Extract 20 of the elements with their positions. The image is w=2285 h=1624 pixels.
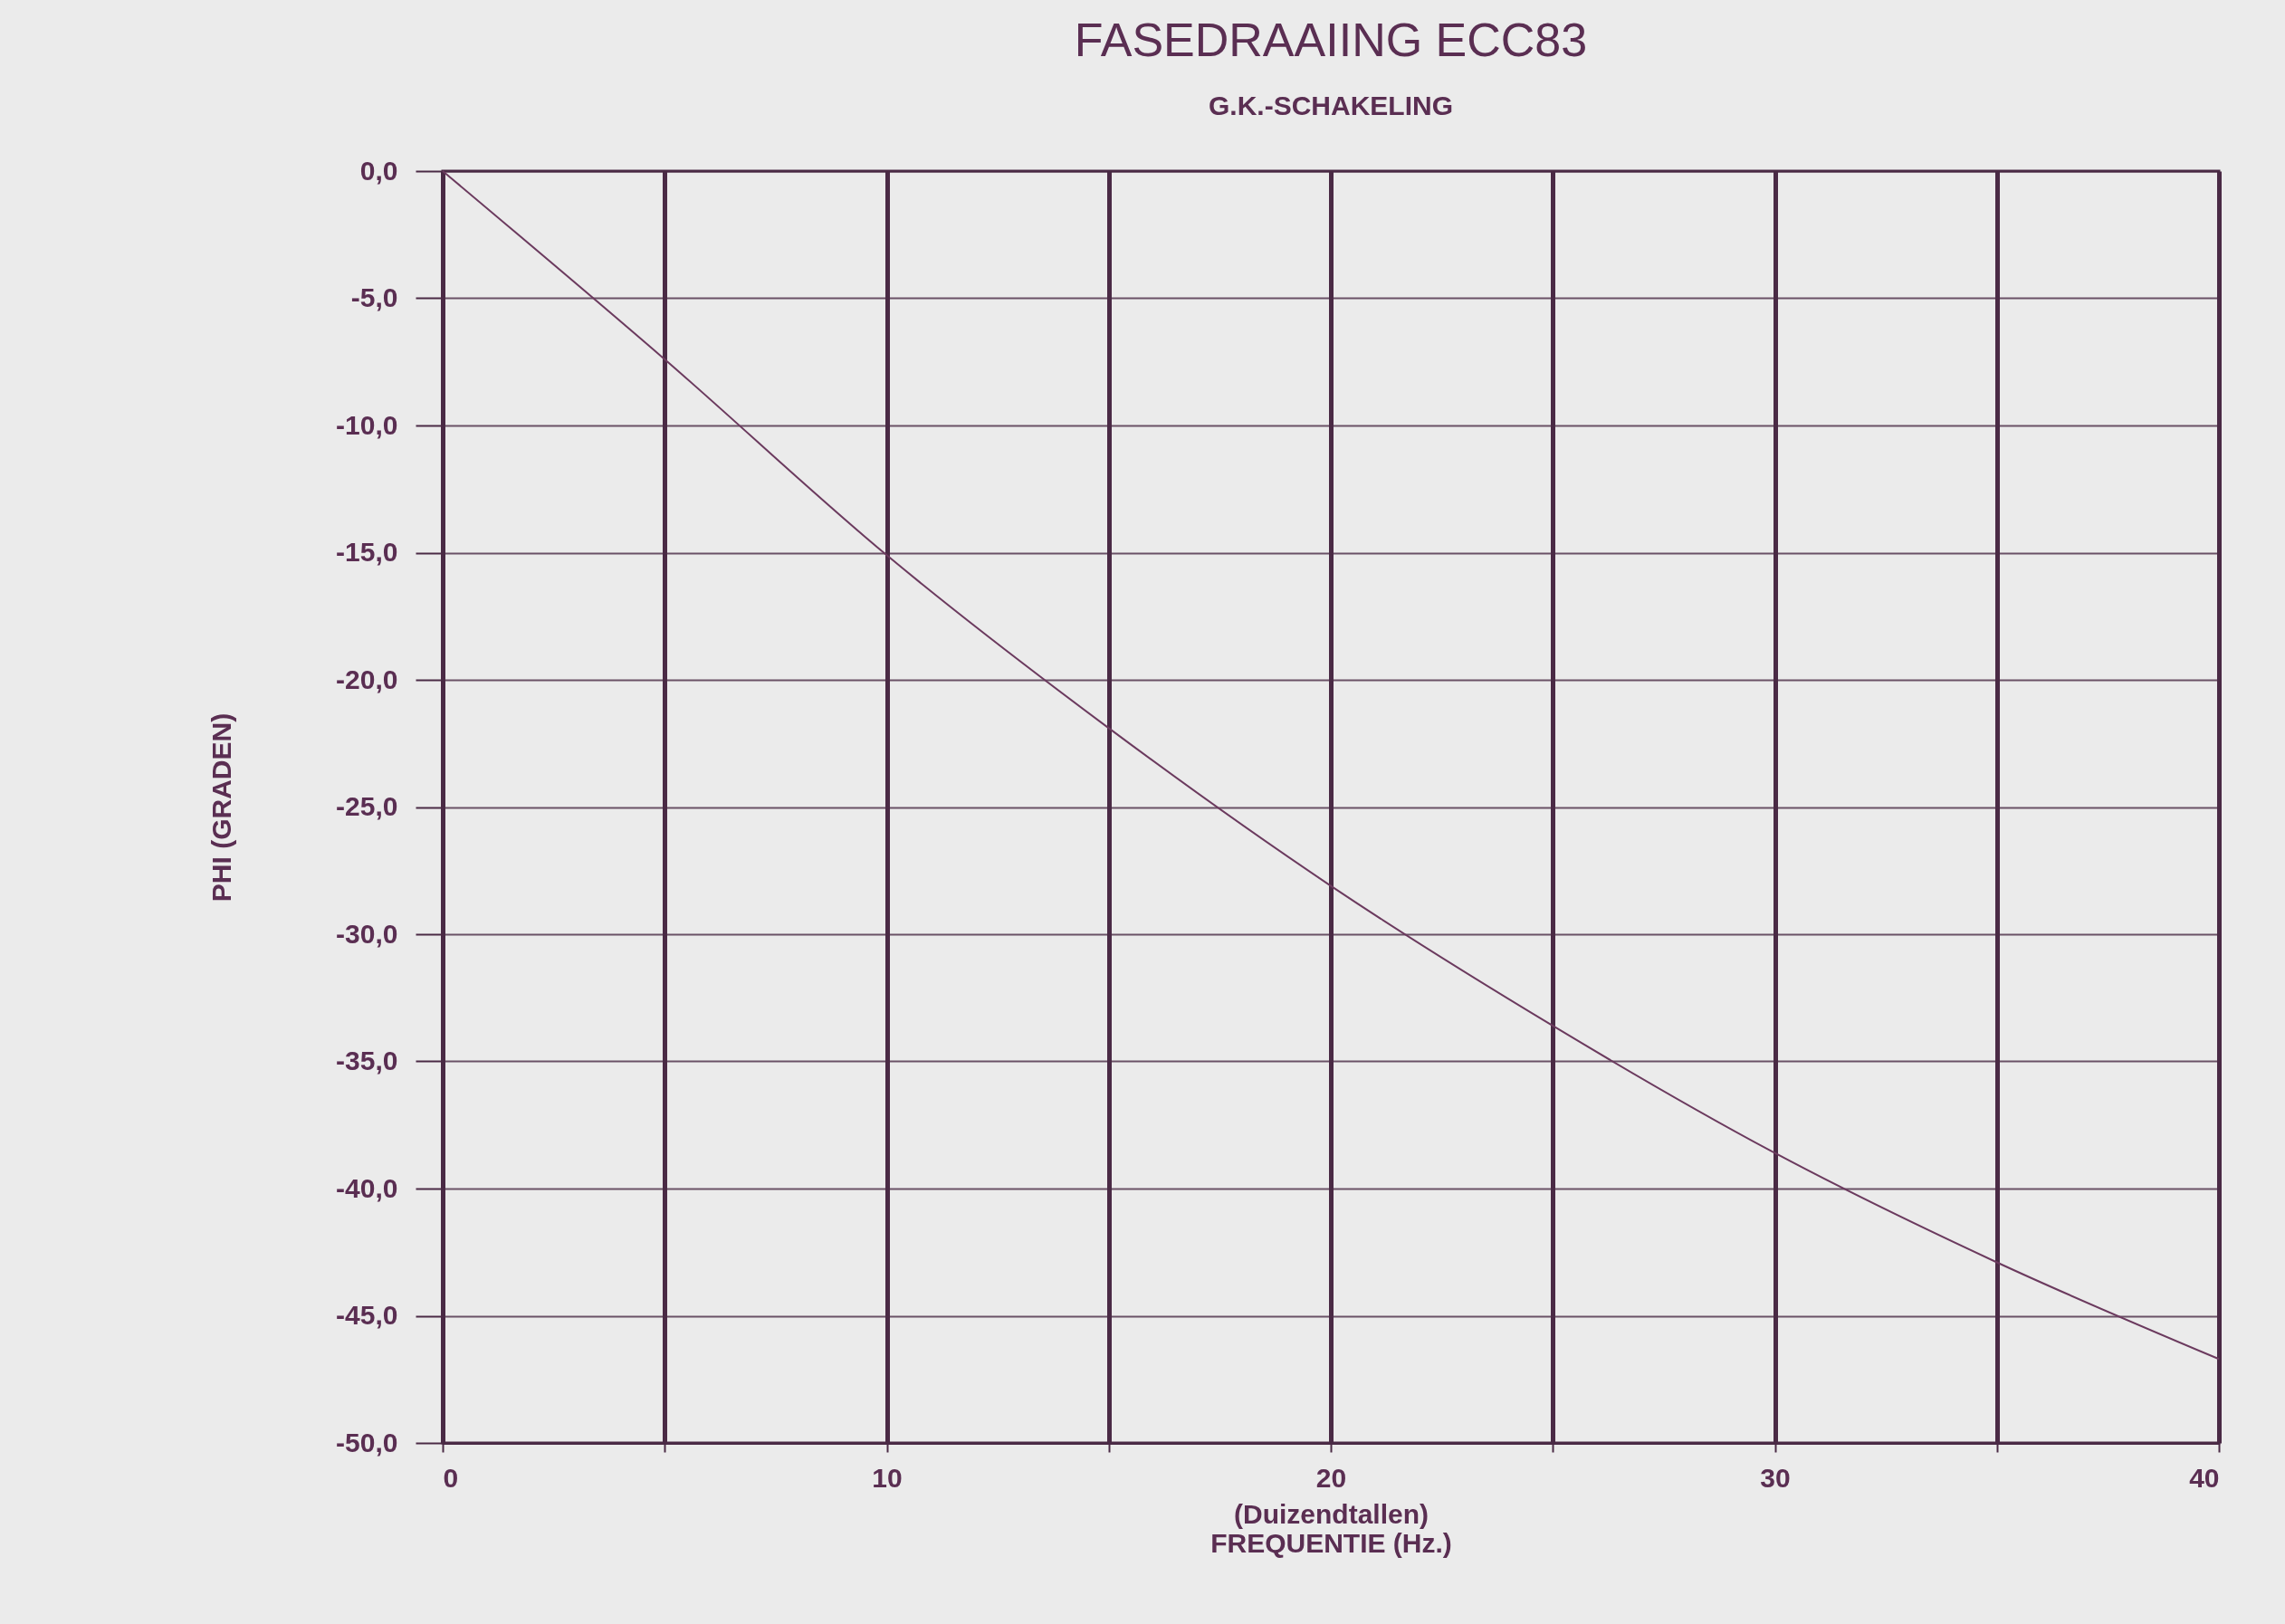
x-tick-label: 30 xyxy=(1760,1462,1791,1493)
y-tick-label: -20,0 xyxy=(336,664,398,694)
chart-title: FASEDRAAIING ECC83 xyxy=(1074,14,1588,66)
y-tick-label: -10,0 xyxy=(336,409,398,440)
y-tick-label: -35,0 xyxy=(336,1046,398,1075)
y-tick-label: -50,0 xyxy=(336,1427,398,1457)
x-tick-label: 40 xyxy=(2189,1462,2220,1493)
y-tick-label: 0,0 xyxy=(359,155,398,186)
y-tick-label: -40,0 xyxy=(336,1172,398,1203)
y-tick-label: -5,0 xyxy=(350,282,398,312)
x-tick-label: 20 xyxy=(1315,1462,1347,1493)
y-tick-label: -45,0 xyxy=(336,1300,398,1330)
y-axis-title: PHI (GRADEN) xyxy=(206,712,237,903)
y-tick-label: -25,0 xyxy=(336,791,398,821)
x-tick-label: 0 xyxy=(443,1462,459,1493)
y-tick-label: -15,0 xyxy=(336,537,398,567)
y-tick-label: -30,0 xyxy=(336,918,398,949)
chart-subtitle: G.K.-SCHAKELING xyxy=(1209,91,1453,120)
x-axis-title: (Duizendtallen) FREQUENTIE (Hz.) xyxy=(1210,1498,1452,1558)
x-tick-label: 10 xyxy=(872,1462,903,1493)
